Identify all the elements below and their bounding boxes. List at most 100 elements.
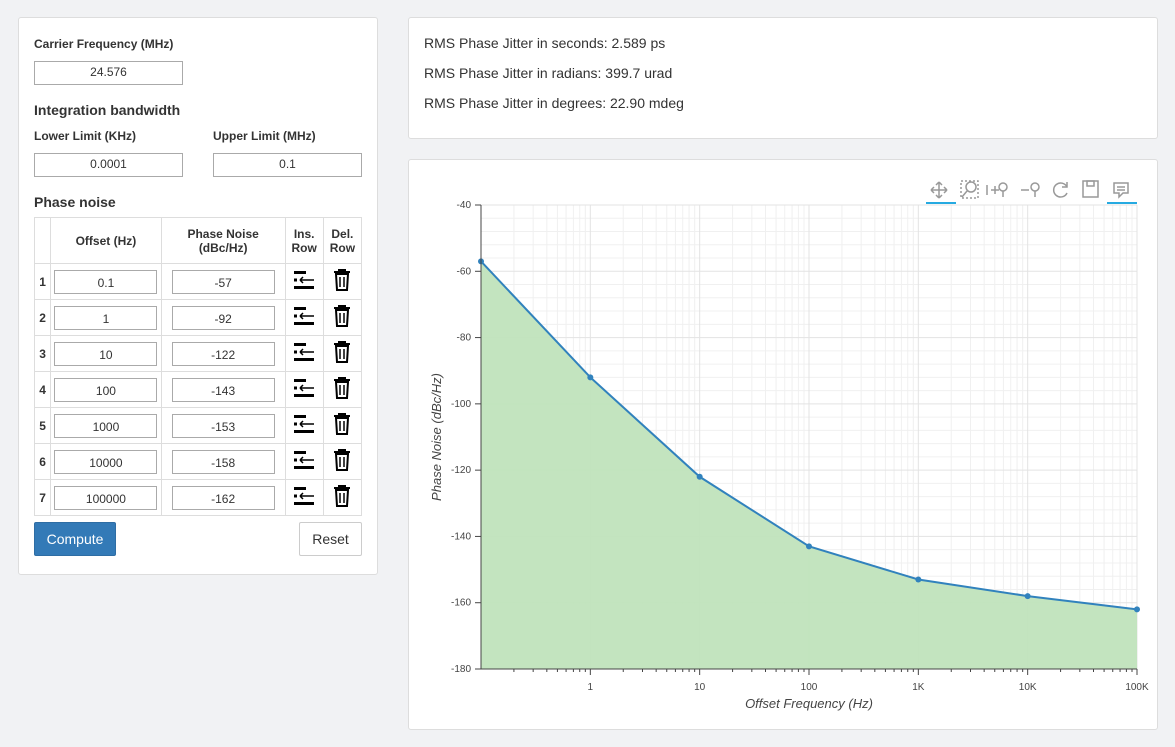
header-cell: Phase Noise (dBc/Hz) (160, 217, 286, 264)
x-axis-label: Offset Frequency (Hz) (745, 696, 873, 711)
row-index: 2 (33, 299, 52, 336)
compute-button[interactable]: Compute (34, 522, 116, 556)
point (587, 374, 594, 381)
input[interactable]: 0.0001 (34, 153, 183, 177)
zoom-out-tool[interactable] (1021, 182, 1040, 197)
delete-row-button[interactable] (322, 263, 363, 300)
table-row: 1 0.1 -57 (33, 263, 363, 300)
table-row: 5 1000 -153 (33, 407, 363, 444)
reset-button[interactable]: Reset (299, 522, 362, 556)
table-row: 2 1 -92 (33, 299, 363, 336)
noise-input[interactable]: -162 (171, 485, 275, 510)
y-tick-label: -160 (451, 598, 471, 609)
row-index: 4 (33, 371, 52, 408)
zoom-in-tool[interactable] (986, 182, 1008, 197)
delete-row-icon (334, 449, 351, 471)
delete-row-button[interactable] (322, 407, 363, 444)
result-text: RMS Phase Jitter in seconds: 2.589 ps (424, 35, 666, 51)
insert-row-icon (294, 451, 315, 469)
results-panel (408, 17, 1158, 139)
insert-row-icon (294, 271, 315, 289)
active-indicator (1107, 202, 1137, 204)
point (806, 543, 812, 550)
cell: 10 (50, 335, 162, 372)
hover-tool[interactable] (1113, 182, 1129, 199)
cell: -143 (160, 371, 286, 408)
result-text: RMS Phase Jitter in radians: 399.7 urad (424, 65, 673, 81)
input[interactable]: 0.1 (213, 153, 362, 177)
table-row: 3 10 -122 (33, 335, 363, 372)
active-indicator (926, 202, 956, 204)
box-zoom-tool[interactable] (960, 180, 979, 199)
delete-row-button[interactable] (322, 479, 363, 516)
header-cell (33, 217, 52, 264)
reset-tool[interactable] (1052, 182, 1068, 198)
label: Lower Limit (KHz) (34, 129, 136, 143)
row-index: 3 (33, 335, 52, 372)
cell: -57 (160, 263, 286, 300)
row-index: 1 (33, 263, 52, 300)
save-tool[interactable] (1082, 180, 1099, 198)
chart: -40 -60 -80 -100 -120 -140 -160 -180 1 10 100 1K 10K… (429, 180, 1149, 711)
pan-tool[interactable] (930, 181, 948, 199)
insert-row-button[interactable] (284, 335, 324, 372)
y-tick-label: -60 (457, 266, 472, 277)
insert-row-icon (294, 307, 315, 325)
noise-input[interactable]: -143 (171, 377, 275, 402)
insert-row-button[interactable] (284, 443, 324, 480)
offset-input[interactable]: 100 (54, 377, 158, 402)
insert-row-icon (294, 487, 315, 505)
insert-row-button[interactable] (284, 371, 324, 408)
row-index: 6 (33, 443, 52, 480)
y-tick-label: -180 (451, 664, 471, 675)
point (1024, 593, 1031, 600)
delete-row-icon (334, 377, 351, 399)
noise-input[interactable]: -57 (171, 269, 275, 294)
x-tick-label: 1K (912, 682, 925, 693)
x-tick-label: 100 (801, 682, 818, 693)
delete-row-button[interactable] (322, 443, 363, 480)
toolbar (926, 180, 1137, 204)
table-row: 6 10000 -158 (33, 443, 363, 480)
offset-input[interactable]: 10000 (54, 449, 158, 474)
label: Carrier Frequency (MHz) (34, 37, 174, 51)
offset-input[interactable]: 100000 (54, 485, 158, 510)
insert-row-button[interactable] (284, 299, 324, 336)
header-cell: Del. Row (322, 217, 363, 264)
cell: 1 (50, 299, 162, 336)
insert-row-button[interactable] (284, 263, 324, 300)
insert-row-icon (294, 343, 315, 361)
y-tick-label: -80 (457, 333, 472, 344)
table-row: 4 100 -143 (33, 371, 363, 408)
result-text: RMS Phase Jitter in degrees: 22.90 mdeg (424, 95, 684, 111)
offset-input[interactable]: 1 (54, 305, 158, 330)
y-tick-label: -100 (451, 399, 471, 410)
noise-input[interactable]: -92 (171, 305, 275, 330)
row-index: 5 (33, 407, 52, 444)
x-tick-label: 10 (694, 682, 706, 693)
noise-input[interactable]: -153 (171, 413, 275, 438)
x-tick-label: 1 (588, 682, 594, 693)
delete-row-icon (334, 341, 351, 363)
point (1134, 606, 1140, 613)
cell: -158 (160, 443, 286, 480)
noise-input[interactable]: -158 (171, 449, 275, 474)
insert-row-button[interactable] (284, 407, 324, 444)
delete-row-button[interactable] (322, 371, 363, 408)
offset-input[interactable]: 0.1 (54, 269, 158, 294)
y-tick-label: -120 (451, 465, 471, 476)
offset-input[interactable]: 10 (54, 341, 158, 366)
cell: 10000 (50, 443, 162, 480)
input[interactable]: 24.576 (34, 61, 183, 85)
y-tick-label: -140 (451, 531, 471, 542)
noise-input[interactable]: -122 (171, 341, 275, 366)
delete-row-button[interactable] (322, 299, 363, 336)
offset-input[interactable]: 1000 (54, 413, 158, 438)
insert-row-icon (294, 379, 315, 397)
heading: Integration bandwidth (34, 102, 181, 118)
insert-row-button[interactable] (284, 479, 324, 516)
cell: 100000 (50, 479, 162, 516)
header-cell: Ins. Row (284, 217, 324, 264)
delete-row-button[interactable] (322, 335, 363, 372)
